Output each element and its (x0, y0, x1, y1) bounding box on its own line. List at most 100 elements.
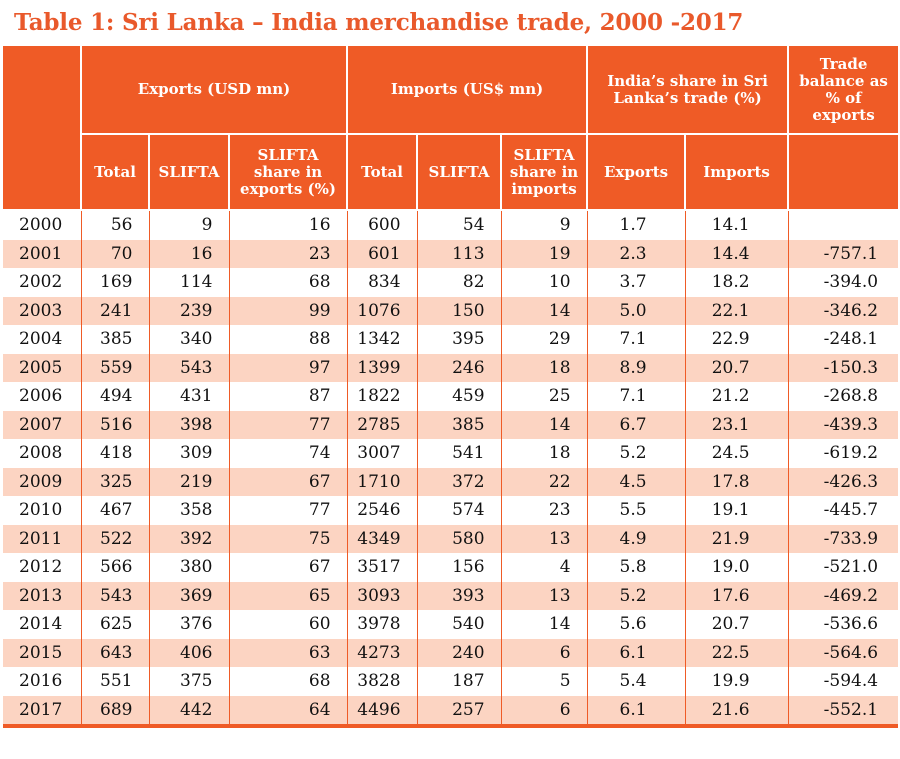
table-cell: 22 (501, 467, 588, 496)
table-cell: 29 (501, 325, 588, 354)
imports-group-header: Imports (US$ mn) (347, 46, 589, 135)
table-cell: 5 (501, 667, 588, 696)
table-cell: 4349 (347, 524, 418, 553)
year-cell: 2010 (3, 496, 82, 525)
table-cell: 6.1 (587, 638, 686, 667)
table-cell: 75 (229, 524, 348, 553)
table-cell: 4496 (347, 695, 418, 724)
imports-slifta-header: SLIFTA (417, 134, 503, 211)
table-cell: 3.7 (587, 268, 686, 297)
table-cell: 156 (417, 553, 502, 582)
table-cell: -564.6 (788, 638, 899, 667)
table-cell: 6 (501, 638, 588, 667)
table-cell: -426.3 (788, 467, 899, 496)
table-row: 2016 551 375 68 3828 187 5 5.4 19.9 -594.4 (3, 667, 899, 696)
table-cell: 113 (417, 239, 502, 268)
table-cell: 21.2 (685, 382, 789, 411)
table-cell: 9 (501, 210, 588, 240)
table-cell: -733.9 (788, 524, 899, 553)
table-cell: 516 (81, 410, 150, 439)
table-cell: 376 (149, 610, 230, 639)
table-cell: 1.7 (587, 210, 686, 240)
exports-total-header: Total (81, 134, 150, 211)
table-cell: 24.5 (685, 439, 789, 468)
table-row: 2015 643 406 63 4273 240 6 6.1 22.5 -564.6 (3, 638, 899, 667)
table-cell: 87 (229, 382, 348, 411)
table-cell: 64 (229, 695, 348, 724)
table-cell: 369 (149, 581, 230, 610)
year-cell: 2009 (3, 467, 82, 496)
table-cell: 97 (229, 353, 348, 382)
table-cell: 68 (229, 667, 348, 696)
table-cell: -521.0 (788, 553, 899, 582)
table-cell: 54 (417, 210, 502, 240)
table-cell: 169 (81, 268, 150, 297)
table-row: 2007 516 398 77 2785 385 14 6.7 23.1 -439.3 (3, 410, 899, 439)
table-cell: -268.8 (788, 382, 899, 411)
table-cell: -619.2 (788, 439, 899, 468)
table-cell: -594.4 (788, 667, 899, 696)
table-cell: 385 (81, 325, 150, 354)
table-cell: 23.1 (685, 410, 789, 439)
table-cell: 63 (229, 638, 348, 667)
table-cell: 22.5 (685, 638, 789, 667)
table-cell: 7.1 (587, 382, 686, 411)
table-row: 2005 559 543 97 1399 246 18 8.9 20.7 -150.3 (3, 353, 899, 382)
table-cell: 82 (417, 268, 502, 297)
table-cell: -536.6 (788, 610, 899, 639)
table-cell: 60 (229, 610, 348, 639)
table-cell: 14 (501, 296, 588, 325)
table-cell: 5.4 (587, 667, 686, 696)
year-cell: 2016 (3, 667, 82, 696)
table-cell: 2785 (347, 410, 418, 439)
table-row: 2012 566 380 67 3517 156 4 5.8 19.0 -521.0 (3, 553, 899, 582)
table-cell: 150 (417, 296, 502, 325)
table-cell: 5.2 (587, 581, 686, 610)
table-cell: 395 (417, 325, 502, 354)
table-cell: 6.7 (587, 410, 686, 439)
table-cell: 5.5 (587, 496, 686, 525)
table-cell: 834 (347, 268, 418, 297)
table-cell: 10 (501, 268, 588, 297)
table-cell: 114 (149, 268, 230, 297)
table-cell: 559 (81, 353, 150, 382)
table-cell: 21.6 (685, 695, 789, 724)
table-cell: 18 (501, 353, 588, 382)
table-cell: 19.0 (685, 553, 789, 582)
table-cell: 600 (347, 210, 418, 240)
year-cell: 2006 (3, 382, 82, 411)
table-cell: 372 (417, 467, 502, 496)
table-row: 2014 625 376 60 3978 540 14 5.6 20.7 -536.6 (3, 610, 899, 639)
bottom-rule (3, 724, 898, 728)
table-cell: 20.7 (685, 353, 789, 382)
table-cell: 406 (149, 638, 230, 667)
table-cell: 18.2 (685, 268, 789, 297)
india-share-group-header: India’s share in Sri Lanka’s trade (%) (587, 46, 790, 135)
year-cell: 2008 (3, 439, 82, 468)
table-cell: 19.1 (685, 496, 789, 525)
table-row: 2000 56 9 16 600 54 9 1.7 14.1 (3, 210, 899, 240)
table-cell: 74 (229, 439, 348, 468)
table-cell: 22.9 (685, 325, 789, 354)
exports-slifta-header: SLIFTA (149, 134, 230, 211)
table-cell: 1710 (347, 467, 418, 496)
table-cell: 4.9 (587, 524, 686, 553)
table-cell: 99 (229, 296, 348, 325)
table-cell: 240 (417, 638, 502, 667)
table-cell: -439.3 (788, 410, 899, 439)
table-cell: 3978 (347, 610, 418, 639)
table-cell: 689 (81, 695, 150, 724)
table-cell: 5.6 (587, 610, 686, 639)
table-cell: 625 (81, 610, 150, 639)
table-cell: 2.3 (587, 239, 686, 268)
table-cell: 4 (501, 553, 588, 582)
table-cell: 3828 (347, 667, 418, 696)
exports-group-header: Exports (USD mn) (81, 46, 349, 135)
table-cell: 418 (81, 439, 150, 468)
table-cell: 14.4 (685, 239, 789, 268)
year-cell: 2000 (3, 210, 82, 240)
table-cell: 14.1 (685, 210, 789, 240)
year-header (3, 46, 82, 211)
table-cell: 77 (229, 410, 348, 439)
table-row: 2010 467 358 77 2546 574 23 5.5 19.1 -445.7 (3, 496, 899, 525)
